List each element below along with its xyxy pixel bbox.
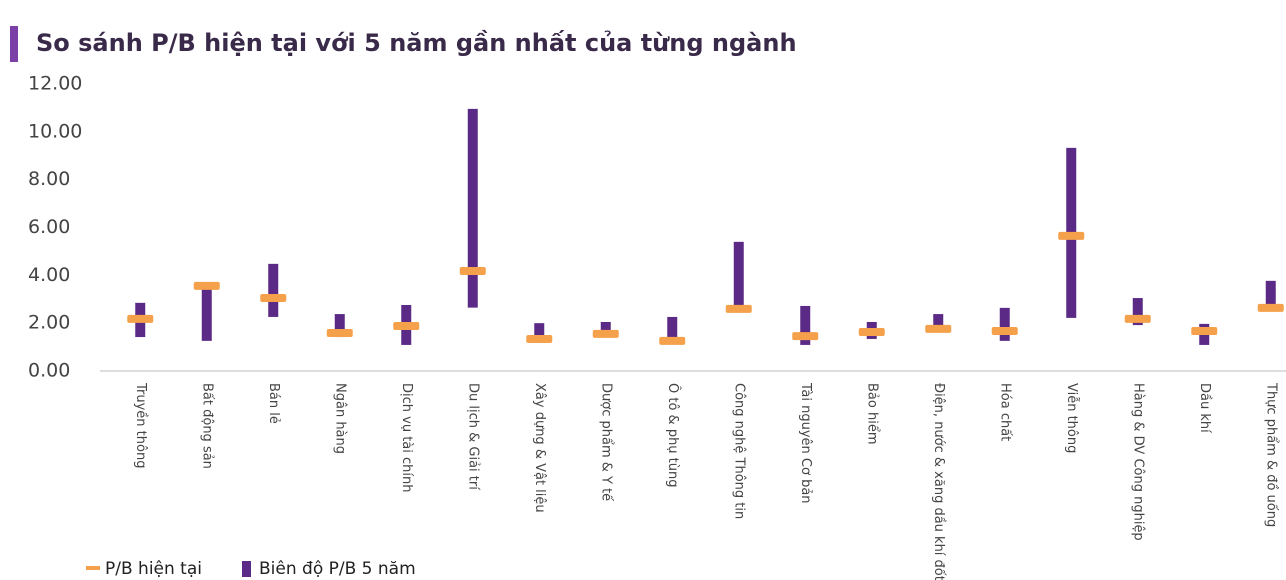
current-marker	[1058, 231, 1085, 240]
range-bar	[733, 241, 744, 311]
x-tick-label: Xây dựng & Vật liệu	[532, 383, 547, 513]
x-tick-label: Bảo hiểm	[864, 383, 879, 444]
x-tick-label: Hóa chất	[997, 383, 1012, 441]
range-bar	[667, 316, 678, 344]
y-tick-label: 4.00	[28, 264, 70, 286]
x-tick-label: Dược phẩm & Y tế	[598, 383, 613, 501]
y-tick-label: 2.00	[28, 312, 70, 334]
range-bar	[999, 307, 1010, 341]
current-marker	[858, 328, 885, 337]
y-tick-label: 12.00	[28, 73, 82, 95]
range-bar	[268, 263, 279, 317]
current-marker	[792, 332, 819, 341]
x-tick-label: Viễn thông	[1064, 383, 1079, 453]
x-tick-label: Hàng & DV Công nghiệp	[1130, 383, 1145, 541]
current-marker	[592, 329, 619, 338]
current-marker	[659, 336, 686, 345]
x-tick-label: Bất động sản	[199, 383, 214, 469]
current-marker	[393, 322, 420, 331]
x-tick-label: Tài nguyên Cơ bản	[798, 382, 813, 504]
legend-label: P/B hiện tại	[105, 559, 202, 579]
y-tick-label: 0.00	[28, 360, 70, 382]
range-bar	[600, 321, 611, 338]
legend-swatch	[86, 566, 100, 570]
x-tick-label: Truyền thông	[133, 382, 148, 468]
legend-swatch	[242, 561, 251, 577]
x-tick-label: Dịch vụ tài chính	[399, 383, 414, 493]
current-marker	[1191, 327, 1218, 336]
range-bar	[1132, 298, 1143, 326]
range-bar	[1265, 280, 1276, 311]
range-bar	[800, 305, 811, 345]
title-accent	[10, 26, 18, 62]
current-marker	[1257, 303, 1284, 312]
x-tick-label: Ô tô & phụ tùng	[665, 383, 681, 488]
range-bar	[334, 314, 345, 338]
x-tick-label: Bán lẻ	[266, 383, 281, 424]
current-marker	[459, 267, 486, 276]
current-marker	[526, 334, 553, 343]
range-bar	[534, 323, 545, 344]
x-tick-label: Ngân hàng	[332, 383, 347, 454]
current-marker	[127, 314, 154, 323]
range-bar	[933, 314, 944, 331]
current-marker	[991, 327, 1018, 336]
range-bar	[201, 284, 212, 341]
y-tick-label: 8.00	[28, 168, 70, 190]
current-marker	[260, 294, 287, 303]
x-tick-label: Dầu khí	[1197, 383, 1212, 433]
x-tick-label: Công nghệ Thông tin	[731, 383, 746, 519]
x-tick-label: Du lịch & Giải trí	[465, 383, 480, 490]
x-tick-label: Thực phẩm & đồ uống	[1263, 382, 1278, 527]
current-marker	[925, 324, 952, 333]
current-marker	[725, 304, 752, 313]
current-marker	[326, 328, 353, 337]
current-marker	[1124, 314, 1151, 323]
current-marker	[193, 281, 220, 290]
y-tick-label: 6.00	[28, 216, 70, 238]
y-tick-label: 10.00	[28, 120, 82, 142]
range-bar	[467, 108, 478, 308]
legend-label: Biên độ P/B 5 năm	[259, 559, 416, 579]
x-tick-label: Điện, nước & xăng dầu khí đốt	[931, 383, 946, 580]
chart-title: So sánh P/B hiện tại với 5 năm gần nhất …	[36, 29, 797, 57]
